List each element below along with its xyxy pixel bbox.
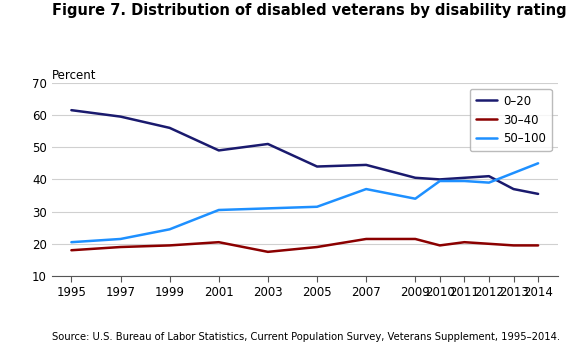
30–40 [510, 243, 517, 247]
50–100 [166, 227, 173, 231]
Legend: 0–20, 30–40, 50–100: 0–20, 30–40, 50–100 [470, 89, 552, 151]
50–100 [412, 197, 419, 201]
0–20 [264, 142, 271, 146]
0–20 [510, 187, 517, 191]
Text: Source: U.S. Bureau of Labor Statistics, Current Population Survey, Veterans Sup: Source: U.S. Bureau of Labor Statistics,… [52, 332, 560, 342]
50–100 [363, 187, 370, 191]
Line: 30–40: 30–40 [71, 239, 538, 252]
50–100 [436, 179, 443, 183]
0–20 [117, 115, 124, 119]
50–100 [535, 161, 542, 165]
30–40 [264, 250, 271, 254]
Text: Figure 7. Distribution of disabled veterans by disability rating: Figure 7. Distribution of disabled veter… [52, 3, 566, 18]
30–40 [313, 245, 320, 249]
30–40 [166, 243, 173, 247]
30–40 [215, 240, 222, 244]
Line: 50–100: 50–100 [71, 163, 538, 242]
50–100 [485, 180, 492, 185]
30–40 [436, 243, 443, 247]
30–40 [485, 242, 492, 246]
0–20 [215, 148, 222, 152]
Text: Percent: Percent [52, 69, 96, 82]
0–20 [363, 163, 370, 167]
50–100 [461, 179, 468, 183]
30–40 [412, 237, 419, 241]
0–20 [68, 108, 75, 112]
50–100 [313, 205, 320, 209]
0–20 [461, 176, 468, 180]
0–20 [436, 177, 443, 181]
0–20 [166, 126, 173, 130]
50–100 [215, 208, 222, 212]
0–20 [313, 165, 320, 169]
30–40 [363, 237, 370, 241]
0–20 [485, 174, 492, 178]
50–100 [264, 206, 271, 210]
30–40 [68, 248, 75, 252]
0–20 [412, 176, 419, 180]
30–40 [461, 240, 468, 244]
30–40 [117, 245, 124, 249]
50–100 [510, 171, 517, 175]
30–40 [535, 243, 542, 247]
0–20 [535, 192, 542, 196]
Line: 0–20: 0–20 [71, 110, 538, 194]
50–100 [68, 240, 75, 244]
50–100 [117, 237, 124, 241]
